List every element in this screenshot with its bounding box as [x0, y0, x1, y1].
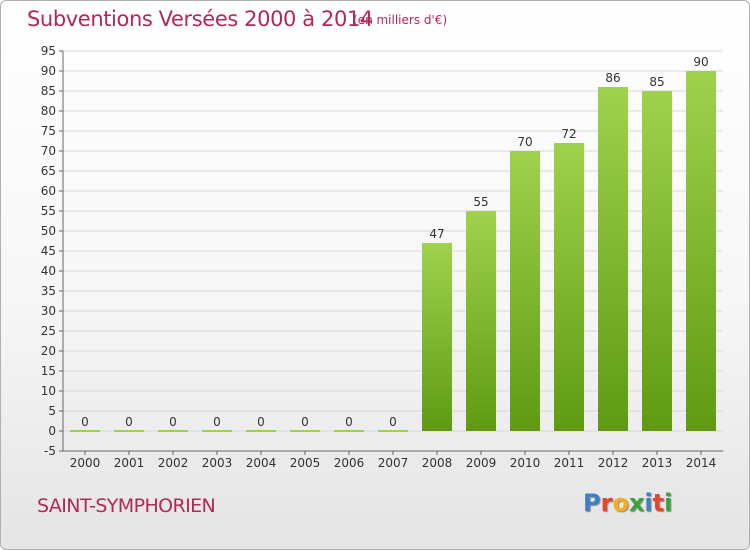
bar-2003: [202, 430, 232, 432]
x-tick-label: 2013: [642, 456, 673, 470]
bar-2012: [598, 87, 628, 431]
x-tick-label: 2004: [246, 456, 277, 470]
data-label-2002: 0: [169, 415, 177, 429]
y-tick-label: 30: [41, 304, 56, 318]
logo-letter: o: [612, 489, 629, 517]
y-tick-label: 85: [41, 84, 56, 98]
y-tick-label: 15: [41, 364, 56, 378]
data-label-2000: 0: [81, 415, 89, 429]
y-tick-label: 75: [41, 124, 56, 138]
data-label-2003: 0: [213, 415, 221, 429]
data-label-2008: 47: [429, 227, 444, 241]
y-tick-label: 5: [48, 404, 56, 418]
bar-2014: [686, 71, 716, 431]
y-tick-label: 70: [41, 144, 56, 158]
data-label-2006: 0: [345, 415, 353, 429]
x-tick-label: 2001: [114, 456, 145, 470]
x-tick-label: 2010: [510, 456, 541, 470]
x-tick-label: 2006: [334, 456, 365, 470]
y-tick-label: 0: [48, 424, 56, 438]
bar-2008: [422, 243, 452, 431]
bar-2009: [466, 211, 496, 431]
data-labels: 0 0 0 0 0 0 0 0 47 55 70 72 86 85 90: [81, 55, 708, 429]
y-tick-label: 95: [41, 44, 56, 58]
x-tick-label: 2012: [598, 456, 629, 470]
data-label-2007: 0: [389, 415, 397, 429]
x-tick-label: 2005: [290, 456, 321, 470]
x-tick-label: 2007: [378, 456, 409, 470]
logo-letter: i: [644, 489, 653, 517]
x-tick-label: 2011: [554, 456, 585, 470]
y-tick-label: 35: [41, 284, 56, 298]
data-label-2010: 70: [517, 135, 532, 149]
y-tick-label: 50: [41, 224, 56, 238]
y-tick-label: 60: [41, 184, 56, 198]
data-label-2014: 90: [693, 55, 708, 69]
axes: -5 0 5 10 15 20 25 30 35 40 45 50 55 60 65 70 75 80 85 90 95…: [41, 44, 723, 470]
logo-letter: i: [664, 489, 673, 517]
chart-title: Subventions Versées 2000 à 2014: [27, 7, 373, 31]
data-label-2009: 55: [473, 195, 488, 209]
data-label-2013: 85: [649, 75, 664, 89]
bars: [70, 71, 716, 432]
bar-2007: [378, 430, 408, 432]
y-tick-label: 90: [41, 64, 56, 78]
data-label-2001: 0: [125, 415, 133, 429]
bar-2013: [642, 91, 672, 431]
x-tick-label: 2014: [686, 456, 717, 470]
x-tick-label: 2003: [202, 456, 233, 470]
x-tick-label: 2009: [466, 456, 497, 470]
bar-2005: [290, 430, 320, 432]
chart-subtitle: (en milliers d'€): [353, 13, 448, 27]
data-label-2005: 0: [301, 415, 309, 429]
data-label-2004: 0: [257, 415, 265, 429]
bar-2011: [554, 143, 584, 431]
data-label-2011: 72: [561, 127, 576, 141]
y-tick-label: 45: [41, 244, 56, 258]
bar-2006: [334, 430, 364, 432]
x-tick-label: 2000: [70, 456, 101, 470]
proxiti-logo: Proxiti: [583, 489, 672, 517]
bar-2001: [114, 430, 144, 432]
bar-2004: [246, 430, 276, 432]
y-tick-label: 80: [41, 104, 56, 118]
y-tick-label: -5: [44, 444, 56, 458]
y-tick-label: 20: [41, 344, 56, 358]
y-tick-label: 10: [41, 384, 56, 398]
y-tick-label: 65: [41, 164, 56, 178]
y-tick-label: 40: [41, 264, 56, 278]
y-tick-label: 55: [41, 204, 56, 218]
bar-2002: [158, 430, 188, 432]
logo-letter: t: [652, 489, 665, 517]
data-label-2012: 86: [605, 71, 620, 85]
bar-2000: [70, 430, 100, 432]
y-tick-label: 25: [41, 324, 56, 338]
logo-letter: x: [628, 489, 645, 517]
bar-2010: [510, 151, 540, 431]
x-tick-label: 2008: [422, 456, 453, 470]
logo-letter: P: [583, 489, 601, 517]
logo-letter: r: [600, 489, 613, 517]
x-tick-label: 2002: [158, 456, 189, 470]
commune-name: SAINT-SYMPHORIEN: [37, 495, 216, 517]
